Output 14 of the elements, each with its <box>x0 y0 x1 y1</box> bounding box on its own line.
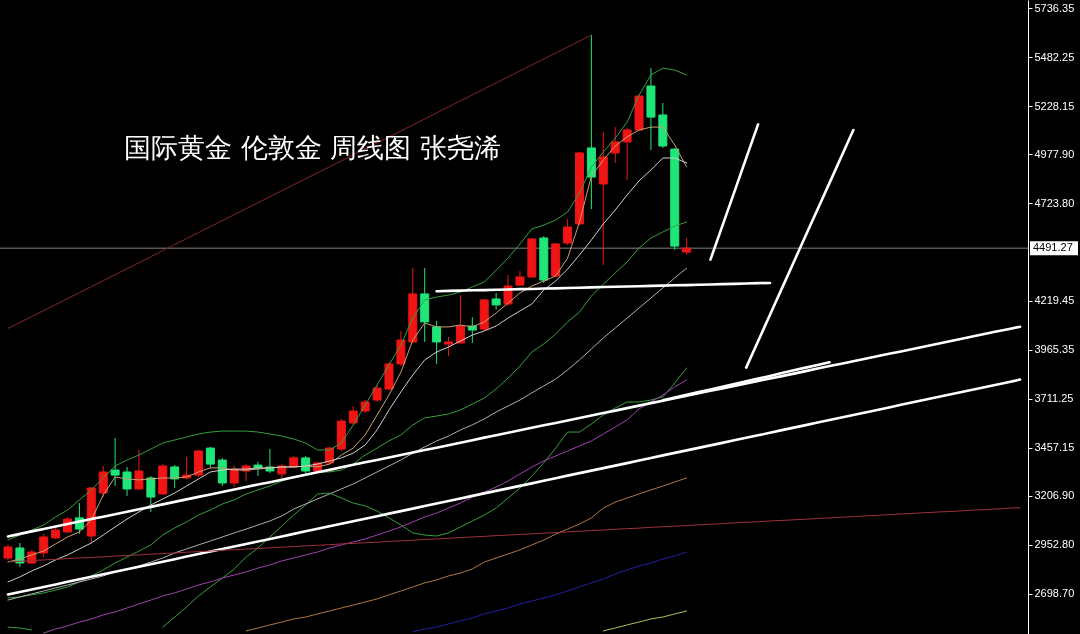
y-tick-label: 5482.25 <box>1034 50 1075 63</box>
ref-line-label: 4491.27 <box>1033 241 1073 254</box>
y-tick-label: 5736.35 <box>1034 1 1075 14</box>
text: 国际黄金 伦敦金 周线图 张尧浠 <box>124 132 501 163</box>
y-tick-label: 4219.45 <box>1034 294 1075 307</box>
y-tick-label: 3206.90 <box>1034 489 1075 502</box>
y-tick-label: 3457.15 <box>1034 441 1075 454</box>
y-tick-label: 2952.80 <box>1034 538 1075 551</box>
y-tick-label: 3965.35 <box>1034 343 1075 356</box>
y-tick-label: 3711.25 <box>1034 392 1074 405</box>
y-tick-label: 4977.90 <box>1034 147 1075 160</box>
y-tick-label: 4723.80 <box>1034 196 1075 209</box>
y-tick-label: 5228.15 <box>1034 99 1075 112</box>
y-tick-label: 2698.70 <box>1034 587 1075 600</box>
